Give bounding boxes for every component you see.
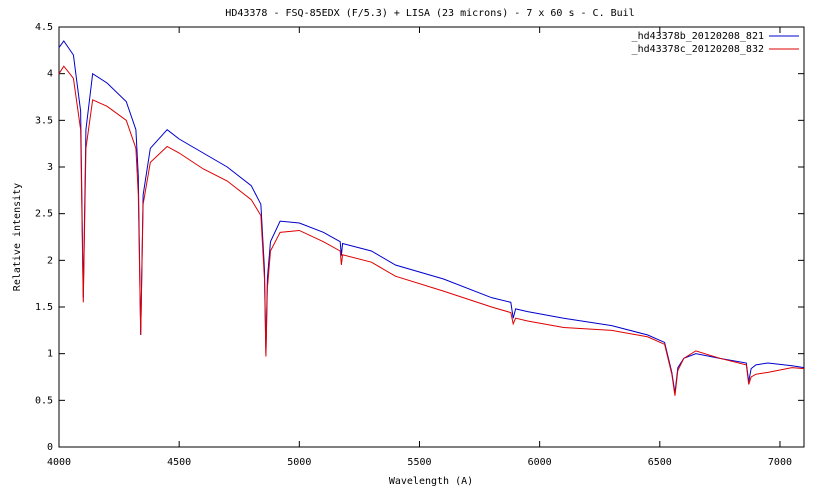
y-tick-label: 3 (47, 162, 53, 173)
x-tick-label: 6500 (648, 457, 672, 468)
y-tick-label: 0 (47, 442, 53, 453)
x-tick-label: 4000 (47, 457, 71, 468)
legend-label: _hd43378c_20120208_832 (632, 44, 764, 55)
chart-title: HD43378 - FSQ-85EDX (F/5.3) + LISA (23 m… (225, 8, 634, 19)
y-tick-label: 2.5 (35, 209, 53, 220)
x-axis-label: Wavelength (A) (389, 476, 473, 487)
legend-label: _hd43378b_20120208_821 (632, 31, 764, 42)
y-tick-label: 4 (47, 69, 53, 80)
x-tick-label: 4500 (167, 457, 191, 468)
y-axis-label: Relative intensity (12, 183, 23, 291)
x-tick-label: 5500 (407, 457, 431, 468)
y-tick-label: 1.5 (35, 302, 53, 313)
x-tick-label: 5000 (287, 457, 311, 468)
y-tick-label: 3.5 (35, 115, 53, 126)
x-tick-label: 7000 (768, 457, 792, 468)
x-tick-label: 6000 (528, 457, 552, 468)
y-tick-label: 2 (47, 255, 53, 266)
y-tick-label: 0.5 (35, 395, 53, 406)
spectrum-line (58, 65, 805, 396)
y-tick-label: 4.5 (35, 22, 53, 33)
spectrum-line (58, 40, 805, 393)
plot-frame (58, 26, 805, 448)
y-tick-label: 1 (47, 349, 53, 360)
